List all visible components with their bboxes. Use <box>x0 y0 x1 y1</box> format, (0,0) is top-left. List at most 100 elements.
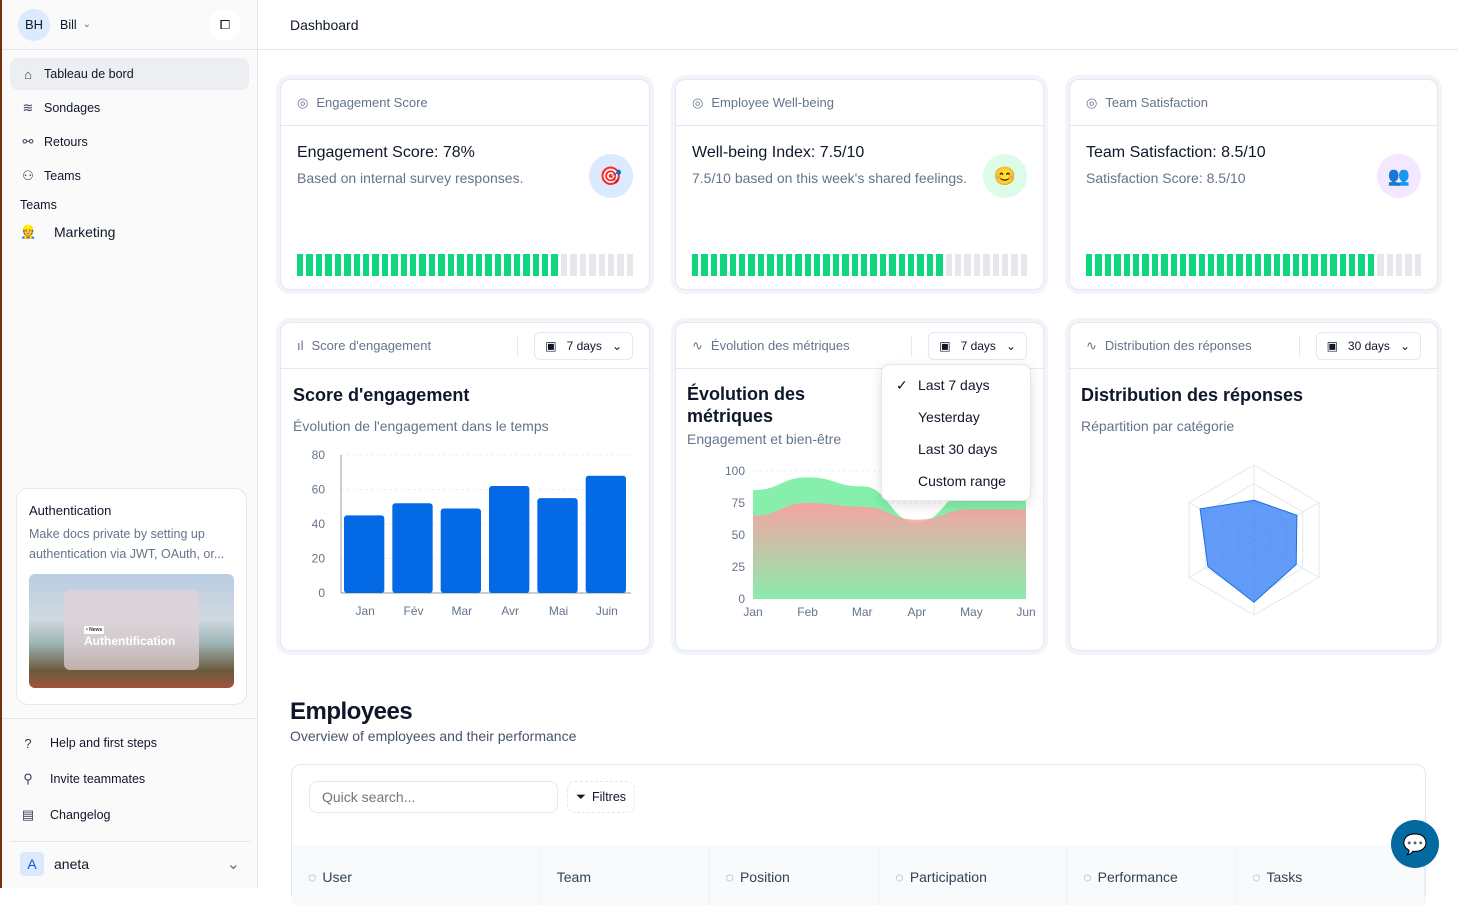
column-header-position[interactable]: ◌ Position <box>710 845 880 905</box>
kpi-title: Team Satisfaction: 8.5/10 <box>1086 144 1266 161</box>
progress-segment <box>795 254 802 276</box>
option-last-30-days[interactable]: Last 30 days <box>882 433 1030 465</box>
invite-link[interactable]: ⚲ Invite teammates <box>10 761 250 797</box>
column-header-participation[interactable]: ◌ Participation <box>879 845 1068 905</box>
user-switcher[interactable]: BH Bill ⌄ ⧠ <box>2 0 257 50</box>
table-header: ◌ User Team ◌ Position ◌ Participation ◌ Perform… <box>292 845 1425 905</box>
x-tick-label: Mar <box>451 604 472 618</box>
column-header-performance[interactable]: ◌ Performance <box>1067 845 1237 905</box>
progress-segment <box>710 254 718 276</box>
metrics-chart-card: ∿ Évolution des métriques ▣ 7 days ⌄ Évoluti… <box>675 322 1044 651</box>
sidebar-item-teams[interactable]: ⚇ Teams <box>10 160 249 192</box>
users-icon: ⚇ <box>22 168 34 183</box>
range-dropdown-menu: ✓ Last 7 days Yesterday Last 30 days Cust… <box>881 364 1031 501</box>
promo-image-title: Authentification <box>84 634 176 648</box>
sidebar-item-surveys[interactable]: ≋ Sondages <box>10 92 249 124</box>
kpi-emoji-icon: 😊 <box>983 154 1027 198</box>
progress-segment <box>560 254 568 276</box>
progress-segment <box>532 254 539 276</box>
option-custom-range[interactable]: Custom range <box>882 465 1030 497</box>
progress-segment <box>692 254 699 276</box>
sidebar-toggle-icon[interactable]: ⧠ <box>209 8 241 41</box>
progress-segment <box>870 254 877 276</box>
option-yesterday[interactable]: Yesterday <box>882 401 1030 433</box>
progress-segment <box>992 254 999 276</box>
account-avatar: A <box>20 852 44 876</box>
progress-segment <box>1001 254 1009 276</box>
progress-segment <box>1217 254 1224 276</box>
kpi-title: Engagement Score: 78% <box>297 144 475 161</box>
progress-segment <box>1264 254 1271 276</box>
user-plus-icon: ⚲ <box>23 771 33 786</box>
range-select[interactable]: ▣ 7 days ⌄ <box>534 331 633 360</box>
chat-button[interactable]: 💬 <box>1391 820 1439 868</box>
promo-card[interactable]: Authentication Make docs private by sett… <box>16 488 247 705</box>
progress-segment <box>851 254 859 276</box>
progress-segment <box>344 254 351 276</box>
progress-segment <box>570 254 577 276</box>
progress-segment <box>1086 254 1093 276</box>
y-tick-label: 40 <box>312 517 326 531</box>
range-select[interactable]: ▣ 7 days ⌄ <box>928 331 1027 360</box>
changelog-link[interactable]: ▤ Changelog <box>10 797 250 833</box>
progress-segment <box>748 254 755 276</box>
bar-chart-icon: ıl <box>297 338 304 353</box>
progress-segment <box>814 254 821 276</box>
progress-segment <box>936 254 943 276</box>
progress-segment <box>1377 254 1384 276</box>
account-switcher[interactable]: A aneta ⌄ <box>10 841 250 876</box>
card-header: Évolution des métriques <box>710 338 850 353</box>
sidebar-item-feedback[interactable]: ⚯ Retours <box>10 126 249 158</box>
area-series-red <box>753 503 1026 599</box>
search-input[interactable] <box>309 781 558 813</box>
progress-segment <box>1311 254 1318 276</box>
card-header: Engagement Score <box>316 95 428 110</box>
chart-subtitle: Répartition par catégorie <box>1081 418 1235 434</box>
chart-subtitle: Engagement et bien-être <box>687 431 842 447</box>
section-subtitle: Overview of employees and their performa… <box>290 728 577 744</box>
progress-segment <box>1198 254 1206 276</box>
y-tick-label: 20 <box>312 552 326 566</box>
pie-chart-icon: ◌ <box>1083 869 1092 885</box>
y-tick-label: 0 <box>738 592 745 606</box>
chevron-down-icon: ⌄ <box>1005 338 1016 353</box>
progress-segment <box>1236 254 1243 276</box>
sidebar-item-label: Teams <box>44 169 81 183</box>
progress-segment <box>973 254 981 276</box>
progress-segment <box>523 254 530 276</box>
column-header-user[interactable]: ◌ User <box>292 845 541 905</box>
progress-segment <box>551 254 558 276</box>
user-name: Bill <box>60 17 77 32</box>
column-header-team[interactable]: Team <box>541 845 710 905</box>
radar-chart <box>1188 464 1320 616</box>
progress-segment <box>964 254 971 276</box>
x-tick-label: Jun <box>1016 605 1035 619</box>
progress-segment <box>391 254 398 276</box>
progress-segment <box>1161 254 1168 276</box>
worker-emoji-icon: 👷 <box>20 224 37 239</box>
team-marketing[interactable]: 👷 Marketing <box>10 216 249 248</box>
progress-segment <box>1283 254 1290 276</box>
kpi-subtitle: Satisfaction Score: 8.5/10 <box>1086 170 1246 186</box>
card-header-icon: ◎ <box>1086 94 1098 110</box>
progress-segment <box>1358 254 1365 276</box>
progress-segment <box>767 254 774 276</box>
radar-area <box>1199 499 1298 603</box>
filters-button[interactable]: ⏷ Filtres <box>567 781 636 813</box>
kpi-emoji-icon: 🎯 <box>589 154 633 198</box>
progress-segment <box>804 254 812 276</box>
progress-segment <box>729 254 736 276</box>
help-link[interactable]: ? Help and first steps <box>10 725 250 761</box>
progress-segment <box>485 254 492 276</box>
column-header-tasks[interactable]: ◌ Tasks <box>1236 845 1425 905</box>
range-select[interactable]: ▣ 30 days ⌄ <box>1315 331 1421 360</box>
employees-table: ⏷ Filtres ◌ User Team ◌ Position ◌ Participatio… <box>291 764 1426 905</box>
y-tick-label: 100 <box>725 464 745 478</box>
sidebar-item-dashboard[interactable]: ⌂ Tableau de bord <box>10 58 249 90</box>
progress-segment <box>954 254 962 276</box>
progress-bar <box>1086 254 1422 276</box>
option-last-7-days[interactable]: ✓ Last 7 days <box>882 369 1030 401</box>
progress-segment <box>889 254 896 276</box>
option-label: Last 30 days <box>918 441 998 457</box>
progress-segment <box>1208 254 1215 276</box>
